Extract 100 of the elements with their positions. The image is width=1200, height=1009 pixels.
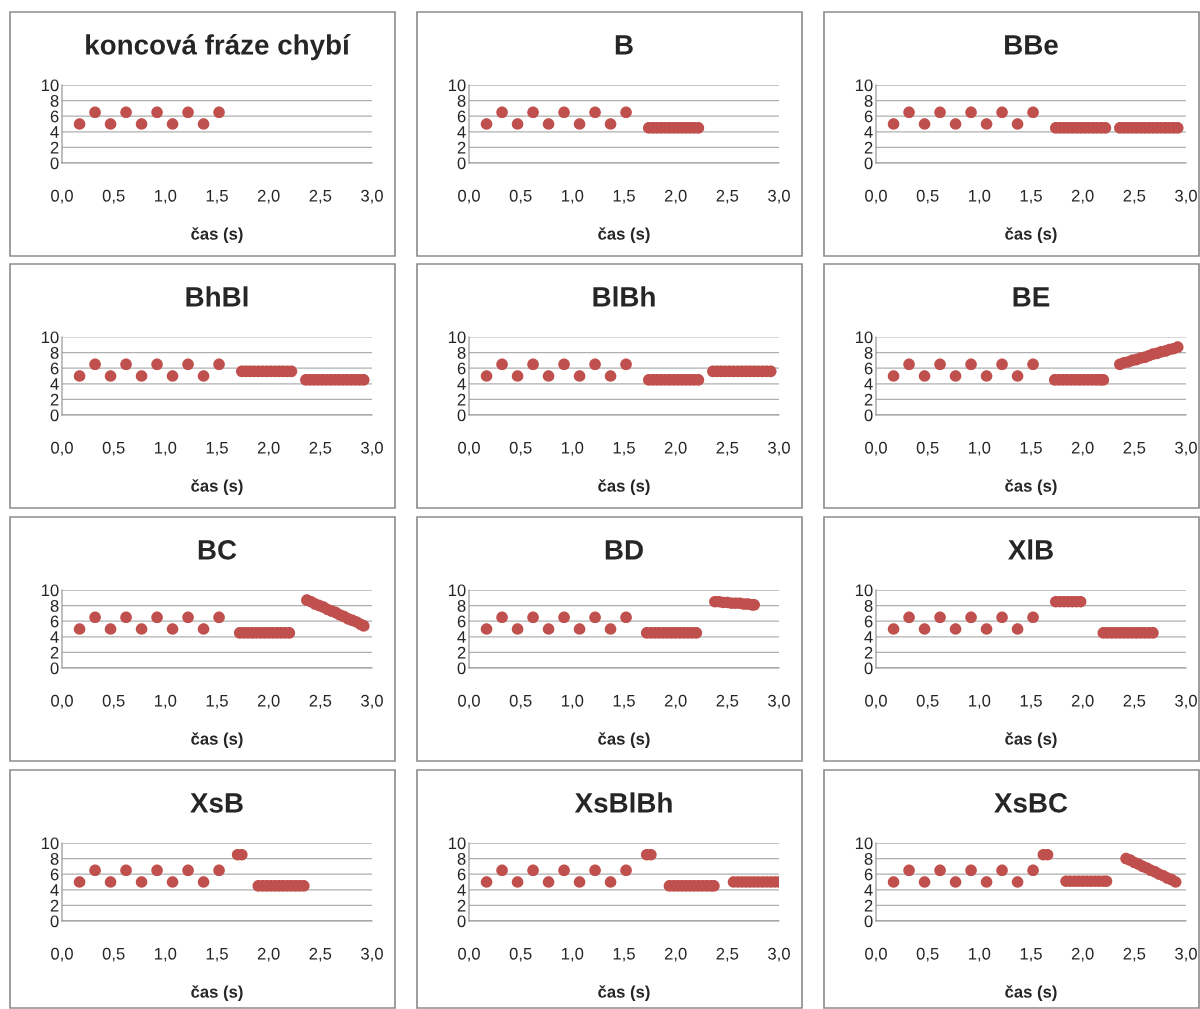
x-tick-label: 1,0: [155, 694, 177, 709]
x-tick-label: 0,0: [51, 947, 73, 962]
x-tick-label: 3,0: [1175, 441, 1197, 456]
y-tick-label: 6: [864, 110, 873, 123]
x-axis-title: čas (s): [1005, 479, 1057, 496]
x-tick-label: 3,0: [361, 189, 383, 204]
x-tick-label: 1,0: [562, 189, 584, 204]
x-tick-label: 1,5: [1020, 948, 1042, 962]
y-tick-label: 8: [864, 853, 873, 865]
y-tick-label: 0: [864, 915, 873, 928]
y-tick-label: 10: [448, 837, 466, 850]
x-tick-label: 1,5: [206, 190, 228, 204]
x-tick-label: 2,5: [309, 947, 332, 962]
x-tick-label: 1,0: [562, 947, 584, 962]
y-tick-label: 10: [448, 79, 466, 92]
x-tick-label: 2,0: [1071, 947, 1094, 962]
y-tick-label: 4: [50, 631, 59, 643]
x-tick-label: 1,0: [969, 189, 991, 204]
x-tick-label: 2,5: [309, 441, 332, 456]
x-tick-label: 1,5: [1020, 190, 1042, 204]
x-tick-label: 2,0: [257, 441, 280, 456]
y-tick-label: 0: [50, 409, 59, 422]
y-tick-label: 10: [855, 79, 873, 92]
x-axis-title: čas (s): [1005, 227, 1057, 244]
y-tick-label: 0: [50, 662, 59, 675]
x-tick-label: 1,0: [155, 947, 177, 962]
x-tick-label: 3,0: [361, 441, 383, 456]
y-tick-label: 2: [50, 899, 59, 912]
y-tick-label: 6: [50, 868, 59, 881]
x-tick-label: 1,0: [969, 441, 991, 456]
y-tick-label: 10: [855, 331, 873, 344]
y-tick-label: 2: [864, 899, 873, 912]
chart-title: XlB: [1008, 539, 1053, 560]
y-tick-label: 10: [41, 837, 59, 850]
x-axis-title: čas (s): [191, 227, 243, 244]
x-tick-label: 2,5: [1123, 189, 1146, 204]
x-tick-label: 0,5: [102, 694, 125, 709]
y-tick-label: 0: [457, 409, 466, 422]
x-tick-label: 0,0: [51, 441, 73, 456]
x-tick-label: 2,0: [664, 947, 687, 962]
x-tick-label: 3,0: [768, 189, 790, 204]
x-tick-label: 0,5: [102, 947, 125, 962]
y-tick-label: 0: [50, 915, 59, 928]
x-tick-label: 2,0: [664, 189, 687, 204]
y-tick-label: 4: [50, 884, 59, 896]
y-tick-label: 6: [457, 868, 466, 881]
y-tick-label: 8: [864, 95, 873, 107]
x-tick-label: 2,5: [716, 694, 739, 709]
x-tick-label: 3,0: [768, 947, 790, 962]
x-tick-label: 1,0: [969, 694, 991, 709]
x-tick-label: 2,0: [664, 694, 687, 709]
x-axis-title: čas (s): [1005, 732, 1057, 749]
y-tick-label: 10: [448, 584, 466, 597]
y-tick-label: 0: [864, 409, 873, 422]
x-tick-label: 1,0: [155, 441, 177, 456]
y-tick-label: 2: [864, 393, 873, 406]
y-tick-label: 10: [855, 584, 873, 597]
chart-title: XsBlBh: [574, 792, 672, 813]
x-tick-label: 2,0: [257, 694, 280, 709]
y-tick-label: 8: [50, 95, 59, 107]
y-tick-label: 2: [50, 646, 59, 659]
x-tick-label: 2,0: [1071, 189, 1094, 204]
y-tick-label: 4: [864, 126, 873, 138]
x-tick-label: 1,5: [206, 948, 228, 962]
chart-title: XsB: [190, 793, 243, 813]
y-tick-label: 4: [457, 378, 466, 390]
x-tick-label: 2,0: [257, 189, 280, 204]
x-tick-label: 3,0: [1175, 947, 1197, 962]
x-tick-label: 1,5: [206, 442, 228, 456]
y-tick-label: 4: [457, 631, 466, 643]
x-tick-label: 2,0: [1071, 441, 1094, 456]
y-tick-label: 8: [864, 600, 873, 612]
chart-title: BhBl: [186, 286, 248, 307]
x-tick-label: 0,0: [865, 947, 887, 962]
x-tick-label: 3,0: [1175, 694, 1197, 709]
y-tick-label: 8: [50, 853, 59, 865]
x-tick-label: 2,5: [1123, 947, 1146, 962]
y-tick-label: 2: [457, 646, 466, 659]
x-tick-label: 1,5: [613, 190, 635, 204]
y-tick-label: 4: [457, 884, 466, 896]
x-tick-label: 0,0: [458, 947, 480, 962]
y-tick-label: 6: [864, 615, 873, 628]
y-tick-label: 0: [864, 662, 873, 675]
x-tick-label: 0,0: [51, 694, 73, 709]
x-tick-label: 1,5: [613, 695, 635, 709]
x-tick-label: 0,5: [509, 694, 532, 709]
x-tick-label: 2,5: [716, 947, 739, 962]
chart-title: BD: [605, 540, 643, 560]
x-tick-label: 2,5: [716, 441, 739, 456]
chart-title: BBe: [1005, 35, 1058, 55]
x-tick-label: 0,0: [865, 694, 887, 709]
x-tick-label: 1,0: [562, 694, 584, 709]
x-tick-label: 0,0: [458, 189, 480, 204]
y-tick-label: 0: [50, 157, 59, 170]
chart-title: B: [615, 35, 633, 55]
y-tick-label: 2: [457, 899, 466, 912]
chart-title: BC: [198, 540, 237, 560]
x-tick-label: 0,5: [916, 189, 939, 204]
y-tick-label: 2: [457, 141, 466, 154]
x-tick-label: 0,5: [102, 441, 125, 456]
